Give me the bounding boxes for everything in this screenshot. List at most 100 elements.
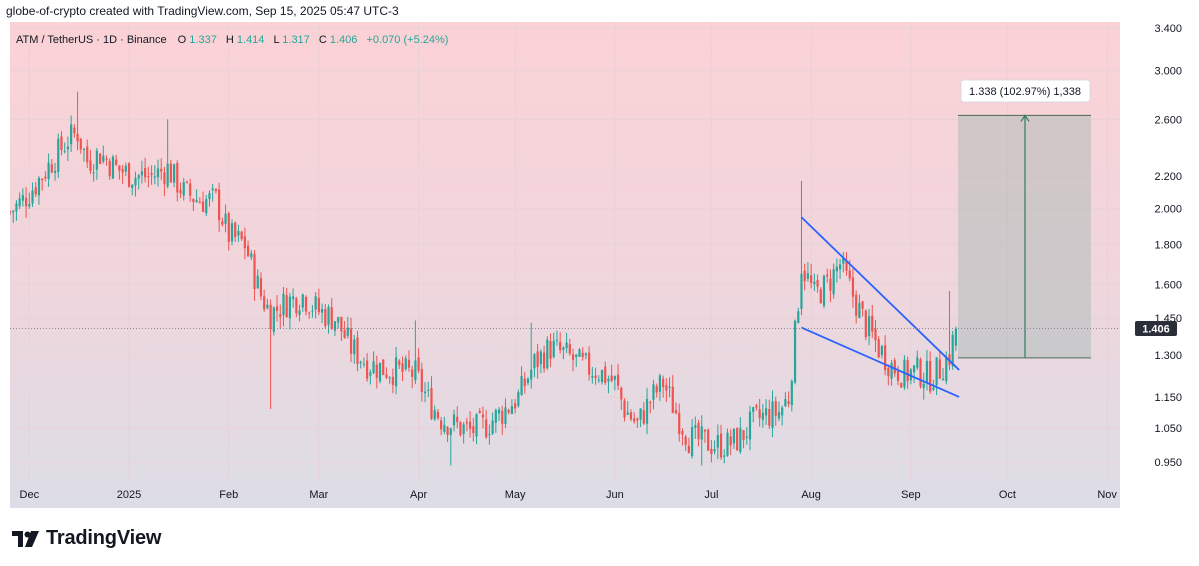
candle-body bbox=[282, 293, 285, 316]
candle-body bbox=[407, 359, 411, 368]
candle-body bbox=[118, 165, 121, 171]
candle-body bbox=[755, 405, 758, 408]
candle-body bbox=[134, 178, 137, 186]
candle-body bbox=[481, 414, 485, 418]
candle-body bbox=[771, 401, 774, 428]
candle-body bbox=[127, 163, 131, 187]
candle-body bbox=[150, 172, 153, 175]
candle-body bbox=[636, 418, 639, 421]
candle-body bbox=[842, 257, 845, 264]
svg-text:ATM / TetherUS · 1D · Binance: ATM / TetherUS · 1D · Binance O 1.337 H … bbox=[16, 34, 448, 46]
candle-body bbox=[932, 387, 935, 390]
candle-body bbox=[385, 374, 388, 378]
candle-body bbox=[639, 408, 642, 420]
candlestick-chart[interactable]: 0.9501.0501.1501.3001.4501.6001.8002.000… bbox=[8, 22, 1188, 508]
price-tag: 1.406 bbox=[1135, 321, 1177, 337]
candle-body bbox=[147, 176, 150, 178]
candle-body bbox=[86, 146, 89, 163]
candle-body bbox=[214, 189, 218, 192]
wedge-trendline[interactable] bbox=[800, 216, 960, 371]
legend-low-label: L bbox=[273, 34, 279, 46]
candle-body bbox=[896, 371, 900, 381]
candle-body bbox=[163, 172, 166, 185]
candle-body bbox=[690, 427, 694, 457]
candle-body bbox=[565, 342, 568, 349]
candle-body bbox=[523, 378, 526, 386]
candle-body bbox=[343, 330, 346, 338]
legend-high-label: H bbox=[226, 34, 234, 46]
candle-body bbox=[443, 424, 446, 432]
candle-body bbox=[838, 264, 842, 270]
candle-body bbox=[423, 391, 427, 394]
candle-body bbox=[465, 421, 468, 424]
x-tick-label: 2025 bbox=[117, 489, 141, 501]
candle-body bbox=[375, 364, 378, 378]
candle-body bbox=[295, 298, 298, 314]
candle-body bbox=[189, 183, 192, 196]
candle-body bbox=[346, 327, 349, 336]
legend-change: +0.070 (+5.24%) bbox=[366, 34, 448, 46]
candle-body bbox=[89, 160, 92, 171]
candle-body bbox=[124, 165, 127, 172]
candle-body bbox=[568, 344, 571, 354]
falling-wedge[interactable] bbox=[800, 216, 960, 398]
candle-body bbox=[359, 361, 362, 364]
grid-lines bbox=[10, 22, 1120, 484]
candle-body bbox=[18, 198, 21, 207]
candle-body bbox=[179, 189, 182, 194]
candle-body bbox=[153, 176, 156, 178]
candle-body bbox=[813, 281, 816, 285]
candle-body bbox=[201, 201, 205, 212]
candle-body bbox=[240, 231, 243, 240]
candle-body bbox=[887, 367, 890, 377]
candle-body bbox=[224, 213, 227, 224]
legend-symbol: ATM / TetherUS · 1D · Binance bbox=[16, 34, 167, 46]
time-axis[interactable]: Dec 2025 Feb Mar Apr May Jun Jul Aug Sep Oct Nov bbox=[20, 489, 1118, 501]
chart-area[interactable]: 0.950 1.050 1.150 1.300 1.450 1.600 1.800 2.000… bbox=[8, 22, 1188, 508]
candle-body bbox=[298, 310, 301, 315]
candle-body bbox=[47, 162, 50, 179]
x-tick-label: Sep bbox=[901, 489, 921, 501]
candle-body bbox=[581, 352, 584, 358]
candle-body bbox=[301, 294, 304, 308]
candle-body bbox=[234, 222, 237, 238]
candle-body bbox=[398, 360, 401, 366]
candle-body bbox=[185, 181, 189, 183]
price-axis[interactable]: 0.9501.0501.1501.3001.4501.6001.8002.000… bbox=[1154, 23, 1182, 469]
candle-body bbox=[848, 270, 851, 279]
candle-body bbox=[800, 273, 803, 309]
x-tick-label: Oct bbox=[999, 489, 1016, 501]
candle-body bbox=[12, 210, 15, 213]
candle-body bbox=[616, 374, 620, 386]
candle-body bbox=[916, 357, 919, 368]
candle-body bbox=[427, 389, 430, 391]
candle-body bbox=[890, 363, 893, 379]
candle-body bbox=[98, 153, 102, 165]
candle-body bbox=[108, 160, 111, 177]
measure-tool[interactable] bbox=[958, 114, 1091, 359]
candle-body bbox=[819, 289, 822, 304]
x-tick-label: Dec bbox=[20, 489, 40, 501]
y-tick-label: 1.600 bbox=[1154, 280, 1182, 292]
candle-body bbox=[752, 407, 755, 412]
candle-body bbox=[317, 297, 320, 313]
candle-body bbox=[337, 317, 340, 323]
candle-body bbox=[111, 156, 115, 179]
candle-body bbox=[205, 199, 208, 214]
candle-body bbox=[674, 410, 678, 414]
tradingview-logo[interactable]: TradingView bbox=[12, 527, 161, 550]
candle-body bbox=[517, 392, 520, 406]
candle-body bbox=[835, 266, 838, 272]
candle-body bbox=[768, 409, 771, 426]
candle-body bbox=[362, 363, 366, 365]
candle-body bbox=[851, 277, 855, 297]
candle-body bbox=[874, 328, 877, 341]
candle-body bbox=[279, 314, 282, 317]
candle-body bbox=[723, 455, 726, 457]
candle-body bbox=[655, 386, 658, 393]
candle-body bbox=[758, 409, 761, 418]
wedge-trendline[interactable] bbox=[801, 326, 960, 398]
candle-body bbox=[327, 306, 330, 325]
candle-body bbox=[575, 354, 578, 357]
candle-body bbox=[816, 280, 819, 287]
